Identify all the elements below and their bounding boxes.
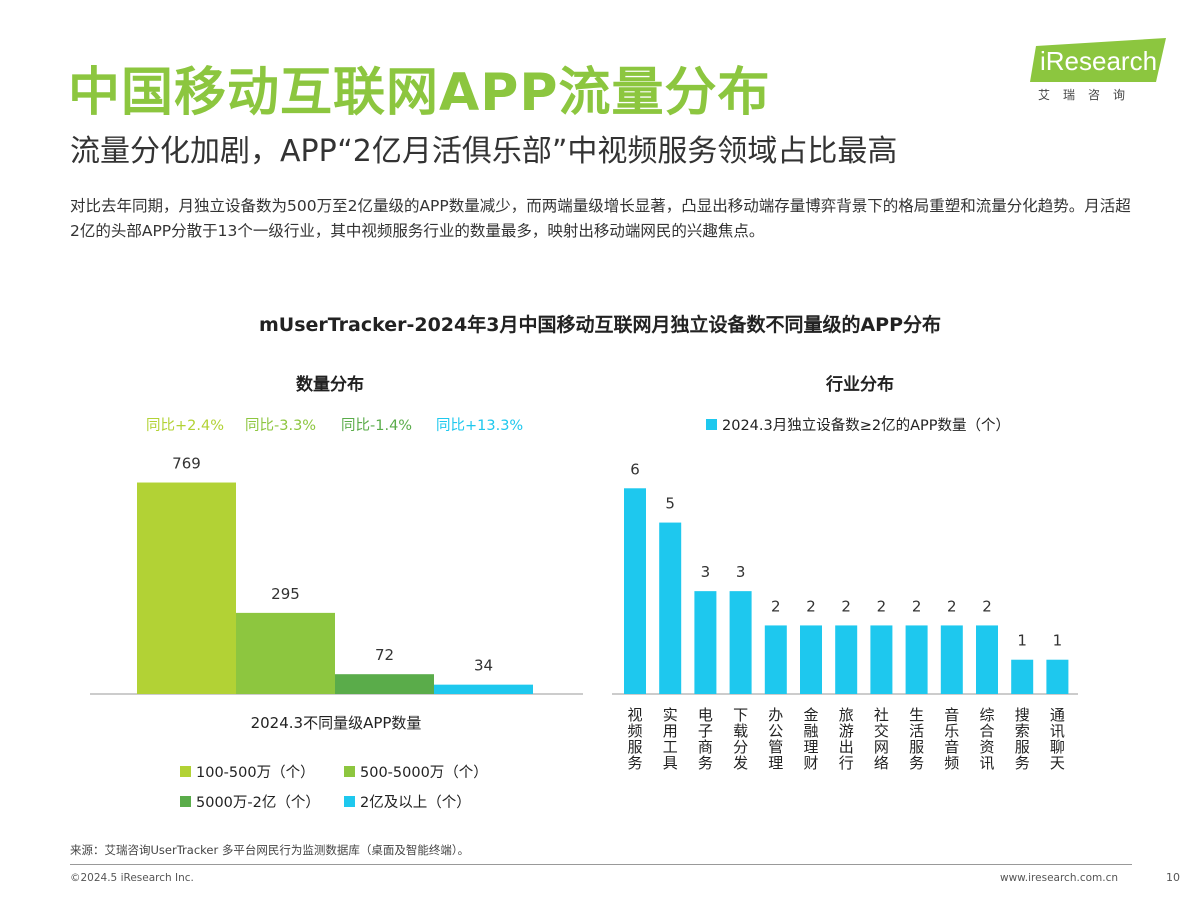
left-x-axis-label: 2024.3不同量级APP数量 — [250, 714, 422, 732]
industry-value-label: 2 — [912, 597, 922, 615]
copyright: ©2024.5 iResearch Inc. — [70, 872, 194, 884]
left-panel-title: 数量分布 — [296, 375, 364, 395]
industry-value-label: 1 — [1017, 632, 1027, 650]
page-title: 中国移动互联网APP流量分布 — [68, 63, 771, 123]
source-note: 来源：艾瑞咨询UserTracker 多平台网民行为监测数据库（桌面及智能终端）… — [70, 843, 470, 857]
industry-value-label: 3 — [701, 563, 711, 581]
yoy-label: 同比-1.4% — [341, 418, 413, 434]
industry-value-label: 2 — [877, 597, 887, 615]
industry-category-label: 旅游出行 — [839, 706, 854, 772]
industry-legend: 2024.3月独立设备数≥2亿的APP数量（个） — [706, 414, 1010, 435]
industry-bar — [1046, 659, 1069, 694]
magnitude-value-label: 34 — [474, 657, 493, 675]
logo-name: iResearch — [1040, 46, 1158, 76]
industry-category-label: 通讯聊天 — [1050, 706, 1065, 772]
industry-legend-label: 2024.3月独立设备数≥2亿的APP数量（个） — [722, 418, 1011, 434]
magnitude-value-label: 295 — [271, 585, 300, 603]
industry-bar — [624, 488, 646, 694]
right-panel-title: 行业分布 — [826, 375, 894, 395]
industry-value-label: 3 — [736, 563, 746, 581]
industry-category-label: 生活服务 — [909, 706, 924, 772]
industry-bar — [764, 625, 787, 694]
legend-label: 100-500万（个） — [196, 765, 315, 781]
industry-bar — [1011, 659, 1034, 694]
industry-category-label: 视频服务 — [627, 706, 642, 772]
magnitude-bar — [236, 612, 335, 694]
page-subtitle: 流量分化加剧，APP“2亿月活俱乐部”中视频服务领域占比最高 — [70, 134, 898, 169]
page-number: 10 — [1166, 871, 1180, 884]
yoy-label: 同比+2.4% — [146, 418, 224, 434]
logo-badge — [1030, 38, 1166, 82]
logo-cn-name: 艾瑞咨询 — [1038, 88, 1139, 102]
magnitude-value-label: 769 — [172, 455, 201, 473]
industry-category-label: 音乐音频 — [944, 706, 959, 772]
legend-label: 5000万-2亿（个） — [196, 795, 320, 811]
industry-category-label: 办公管理 — [768, 706, 783, 772]
chart-title: mUserTracker-2024年3月中国移动互联网月独立设备数不同量级的AP… — [258, 314, 942, 336]
legend-item: 2亿及以上（个） — [344, 791, 471, 812]
yoy-label: 同比-3.3% — [245, 418, 317, 434]
industry-value-label: 2 — [771, 597, 781, 615]
yoy-label: 同比+13.3% — [436, 418, 524, 434]
industry-value-label: 2 — [982, 597, 992, 615]
industry-category-label: 电子商务 — [698, 706, 713, 772]
industry-category-label: 实用工具 — [663, 706, 678, 772]
legend-item: 100-500万（个） — [180, 761, 315, 782]
footer-divider — [70, 864, 1132, 865]
magnitude-bar — [434, 684, 533, 694]
legend-swatch — [180, 766, 191, 777]
industry-category-label: 金融理财 — [803, 706, 818, 772]
legend-swatch — [706, 419, 717, 430]
industry-category-label: 综合资讯 — [979, 706, 994, 772]
industry-bar — [976, 625, 998, 694]
legend-swatch — [180, 796, 191, 807]
industry-category-label: 社交网络 — [874, 706, 889, 772]
summary-text: 对比去年同期，月独立设备数为500万至2亿量级的APP数量减少，而两端量级增长显… — [70, 197, 1131, 240]
industry-category-label: 搜索服务 — [1015, 706, 1030, 772]
industry-value-label: 5 — [665, 495, 675, 513]
industry-bar — [940, 625, 963, 694]
legend-swatch — [344, 766, 355, 777]
industry-value-label: 1 — [1053, 632, 1063, 650]
industry-bar — [800, 625, 822, 694]
industry-bar — [835, 625, 858, 694]
legend-label: 500-5000万（个） — [360, 765, 488, 781]
magnitude-value-label: 72 — [375, 646, 394, 664]
industry-bar — [694, 591, 717, 694]
industry-value-label: 2 — [947, 597, 957, 615]
iresearch-logo: iResearch 艾瑞咨询 — [1030, 38, 1170, 108]
industry-category-label: 下载分发 — [733, 706, 748, 772]
legend-swatch — [344, 796, 355, 807]
industry-bar — [659, 522, 682, 694]
magnitude-bar — [335, 674, 434, 694]
industry-value-label: 6 — [630, 460, 640, 478]
legend-label: 2亿及以上（个） — [360, 795, 471, 811]
magnitude-bar — [137, 482, 236, 694]
website: www.iresearch.com.cn — [1000, 872, 1119, 884]
industry-bar — [905, 625, 928, 694]
industry-bar — [870, 625, 893, 694]
legend-item: 5000万-2亿（个） — [180, 791, 320, 812]
industry-value-label: 2 — [841, 597, 851, 615]
legend-item: 500-5000万（个） — [344, 761, 488, 782]
industry-bar — [729, 591, 752, 694]
industry-value-label: 2 — [806, 597, 816, 615]
